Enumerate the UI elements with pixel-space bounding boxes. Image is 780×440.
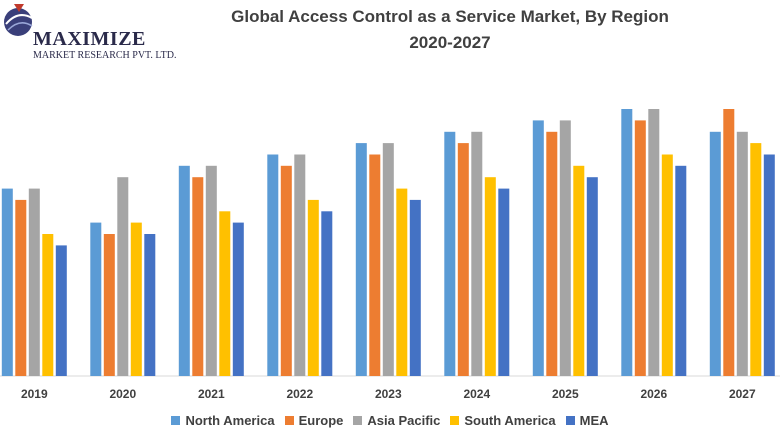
bar-south-america-2019 (42, 234, 54, 376)
bar-south-america-2021 (219, 211, 231, 376)
legend-item-europe: Europe (284, 413, 344, 428)
company-logo: MAXIMIZE MARKET RESEARCH PVT. LTD. (0, 0, 176, 70)
bar-asia-pacific-2022 (294, 154, 306, 376)
legend-swatch (171, 416, 181, 425)
bar-mea-2019 (55, 245, 67, 376)
x-tick-label-2024: 2024 (463, 387, 490, 401)
bar-europe-2021 (192, 177, 204, 376)
bar-asia-pacific-2021 (205, 165, 217, 376)
bar-europe-2027 (723, 109, 735, 376)
bar-mea-2020 (144, 234, 156, 376)
x-tick-label-2023: 2023 (375, 387, 402, 401)
legend-label: MEA (579, 413, 609, 428)
logo-name: MAXIMIZE (33, 28, 146, 50)
bar-mea-2024 (498, 188, 510, 376)
bar-asia-pacific-2025 (559, 120, 571, 377)
bar-europe-2022 (280, 165, 292, 376)
bar-south-america-2022 (307, 199, 319, 376)
bar-series-group (1, 109, 775, 377)
bar-north-america-2024 (444, 131, 456, 376)
legend-item-south-america: South America (450, 413, 556, 428)
bar-asia-pacific-2023 (382, 143, 394, 376)
globe-logo-icon (4, 4, 33, 36)
x-tick-label-2026: 2026 (640, 387, 667, 401)
bar-south-america-2027 (750, 143, 762, 376)
legend-label: Europe (298, 413, 344, 428)
bar-asia-pacific-2024 (471, 131, 483, 376)
bar-europe-2024 (457, 143, 469, 376)
bar-south-america-2025 (573, 165, 585, 376)
chart-title: Global Access Control as a Service Marke… (231, 7, 669, 26)
bar-north-america-2026 (621, 109, 633, 376)
bar-north-america-2023 (355, 143, 367, 376)
bar-south-america-2023 (396, 188, 408, 376)
bar-asia-pacific-2026 (648, 109, 660, 376)
chart-subtitle: 2020-2027 (409, 33, 491, 52)
x-tick-label-2025: 2025 (552, 387, 579, 401)
bar-north-america-2027 (709, 131, 721, 376)
bar-north-america-2020 (90, 222, 102, 376)
bar-europe-2026 (634, 120, 646, 377)
bar-south-america-2020 (130, 222, 142, 376)
bar-asia-pacific-2027 (736, 131, 748, 376)
bar-asia-pacific-2019 (28, 188, 40, 376)
x-tick-labels: 2019 2020 2021 2022 2023 2024 2025 2026 2027 (21, 387, 756, 401)
bar-europe-2020 (103, 234, 115, 376)
x-tick-label-2022: 2022 (286, 387, 313, 401)
bar-north-america-2021 (178, 165, 190, 376)
bar-mea-2025 (586, 177, 598, 376)
legend-item-asia-pacific: Asia Pacific (353, 413, 440, 428)
bar-mea-2027 (763, 154, 775, 376)
bar-mea-2021 (232, 222, 244, 376)
bar-south-america-2024 (484, 177, 496, 376)
x-tick-label-2027: 2027 (729, 387, 756, 401)
x-tick-label-2019: 2019 (21, 387, 48, 401)
x-tick-label-2020: 2020 (109, 387, 136, 401)
legend-swatch (565, 416, 575, 425)
bar-north-america-2019 (1, 188, 13, 376)
legend-swatch (450, 416, 460, 425)
legend-label: Asia Pacific (367, 413, 441, 428)
legend-swatch (284, 416, 294, 425)
bar-asia-pacific-2020 (117, 177, 129, 376)
legend-item-north-america: North America (171, 413, 275, 428)
bar-north-america-2022 (267, 154, 279, 376)
legend-swatch (353, 416, 363, 425)
x-tick-label-2021: 2021 (198, 387, 225, 401)
bar-europe-2023 (369, 154, 381, 376)
logo-tagline: MARKET RESEARCH PVT. LTD. (33, 50, 177, 61)
bar-mea-2023 (409, 199, 421, 376)
bar-mea-2026 (675, 165, 687, 376)
legend-label: South America (464, 413, 556, 428)
bar-south-america-2026 (661, 154, 673, 376)
legend-item-mea: MEA (565, 413, 609, 428)
bar-mea-2022 (321, 211, 333, 376)
bar-europe-2025 (546, 131, 558, 376)
bar-europe-2019 (15, 199, 27, 376)
legend-label: North America (185, 413, 275, 428)
chart-legend: North America Europe Asia Pacific South Ame… (0, 413, 780, 428)
bar-north-america-2025 (532, 120, 544, 377)
